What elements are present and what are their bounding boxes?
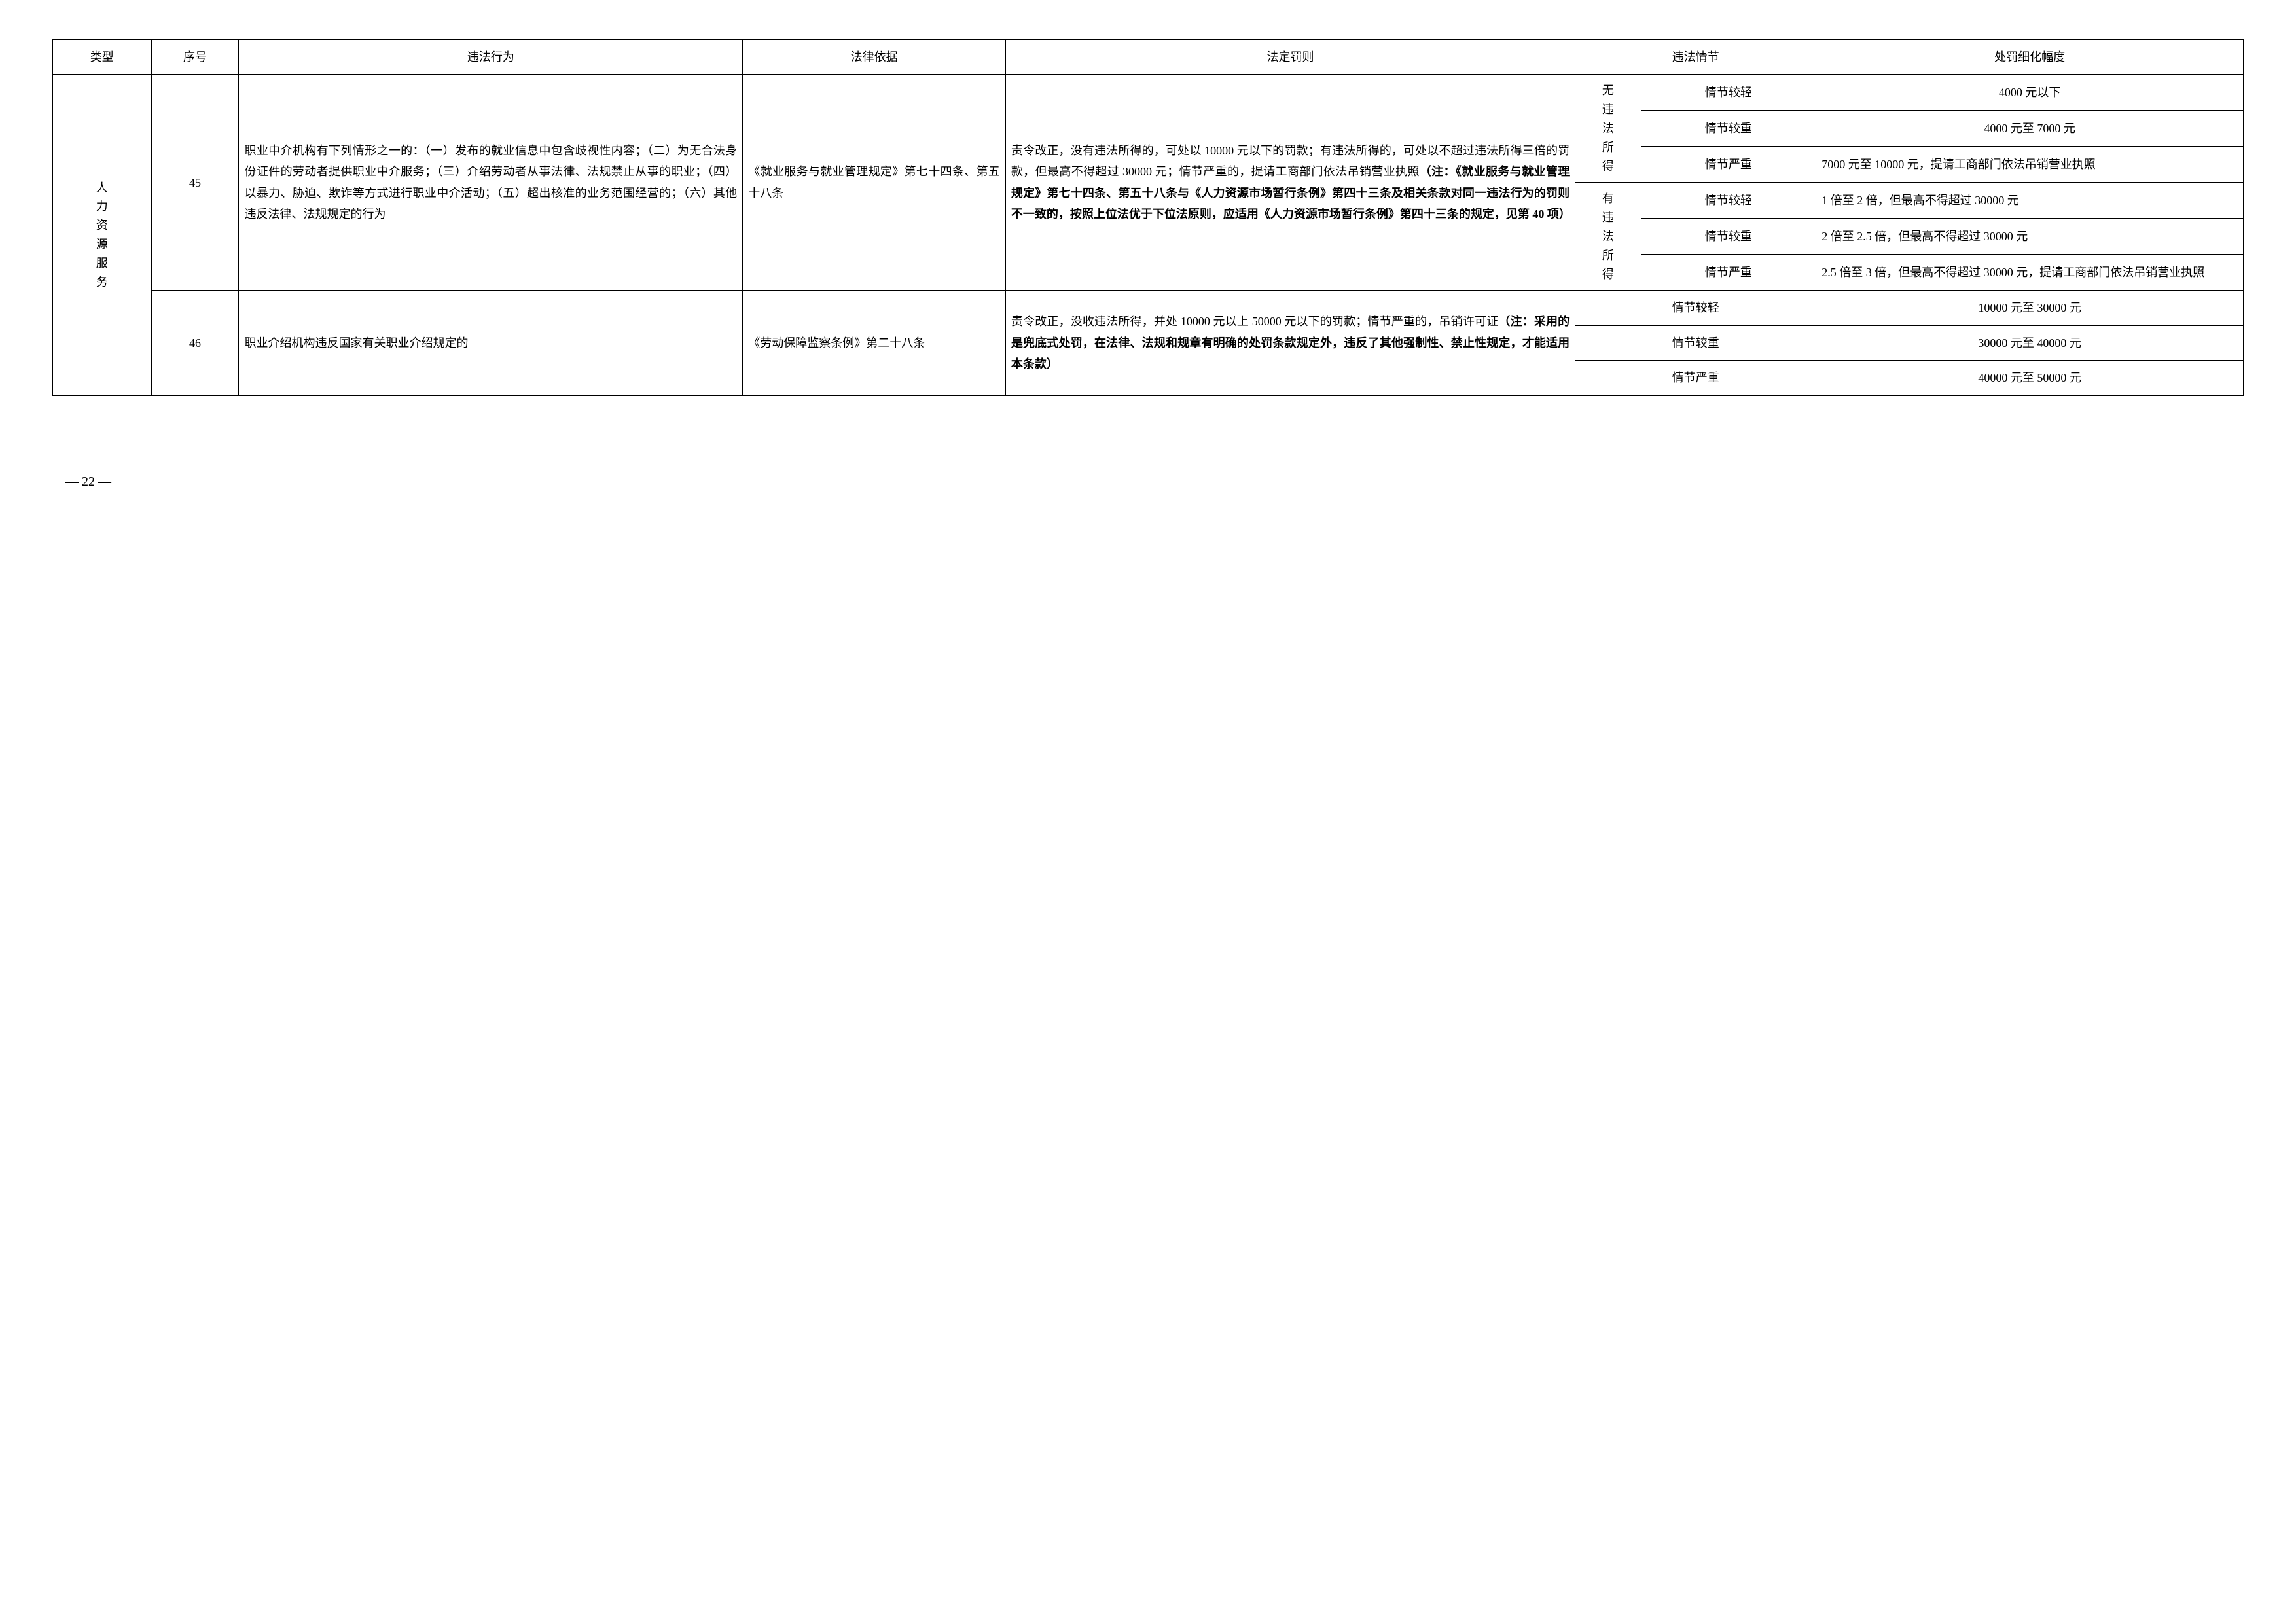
- circ-level-cell: 情节较轻: [1641, 75, 1816, 111]
- header-row: 类型 序号 违法行为 法律依据 法定罚则 违法情节 处罚细化幅度: [53, 40, 2244, 75]
- circ-level-cell: 情节较轻: [1641, 183, 1816, 219]
- range-cell: 4000 元至 7000 元: [1816, 111, 2244, 147]
- seq-cell: 46: [151, 291, 239, 395]
- range-cell: 1 倍至 2 倍，但最高不得超过 30000 元: [1816, 183, 2244, 219]
- circ-level-cell: 情节严重: [1641, 147, 1816, 183]
- page-number: — 22 —: [52, 475, 2244, 490]
- header-seq: 序号: [151, 40, 239, 75]
- basis-cell: 《就业服务与就业管理规定》第七十四条、第五十八条: [743, 75, 1006, 291]
- header-penalty: 法定罚则: [1005, 40, 1575, 75]
- penalty-cell: 责令改正，没有违法所得的，可处以 10000 元以下的罚款；有违法所得的，可处以…: [1005, 75, 1575, 291]
- circ-level-cell: 情节较重: [1575, 325, 1816, 360]
- table-row: 46 职业介绍机构违反国家有关职业介绍规定的 《劳动保障监察条例》第二十八条 责…: [53, 291, 2244, 325]
- header-basis: 法律依据: [743, 40, 1006, 75]
- category-cell: 人力资源服务: [53, 75, 152, 395]
- range-cell: 30000 元至 40000 元: [1816, 325, 2244, 360]
- circ-level-cell: 情节严重: [1641, 255, 1816, 291]
- range-cell: 7000 元至 10000 元，提请工商部门依法吊销营业执照: [1816, 147, 2244, 183]
- circ-group-cell: 无违法所得: [1575, 75, 1641, 183]
- basis-cell: 《劳动保障监察条例》第二十八条: [743, 291, 1006, 395]
- circ-level-cell: 情节较轻: [1575, 291, 1816, 325]
- range-cell: 2 倍至 2.5 倍，但最高不得超过 30000 元: [1816, 219, 2244, 255]
- header-violation: 违法行为: [239, 40, 743, 75]
- header-range: 处罚细化幅度: [1816, 40, 2244, 75]
- range-cell: 2.5 倍至 3 倍，但最高不得超过 30000 元，提请工商部门依法吊销营业执…: [1816, 255, 2244, 291]
- penalty-table: 类型 序号 违法行为 法律依据 法定罚则 违法情节 处罚细化幅度 人力资源服务 …: [52, 39, 2244, 396]
- penalty-plain: 责令改正，没收违法所得，并处 10000 元以上 50000 元以下的罚款；情节…: [1011, 315, 1498, 328]
- range-cell: 4000 元以下: [1816, 75, 2244, 111]
- table-row: 人力资源服务 45 职业中介机构有下列情形之一的：（一）发布的就业信息中包含歧视…: [53, 75, 2244, 111]
- violation-cell: 职业中介机构有下列情形之一的：（一）发布的就业信息中包含歧视性内容；（二）为无合…: [239, 75, 743, 291]
- seq-cell: 45: [151, 75, 239, 291]
- circ-level-cell: 情节较重: [1641, 219, 1816, 255]
- range-cell: 10000 元至 30000 元: [1816, 291, 2244, 325]
- header-type: 类型: [53, 40, 152, 75]
- header-circumstance: 违法情节: [1575, 40, 1816, 75]
- violation-cell: 职业介绍机构违反国家有关职业介绍规定的: [239, 291, 743, 395]
- circ-level-cell: 情节严重: [1575, 361, 1816, 395]
- penalty-cell: 责令改正，没收违法所得，并处 10000 元以上 50000 元以下的罚款；情节…: [1005, 291, 1575, 395]
- range-cell: 40000 元至 50000 元: [1816, 361, 2244, 395]
- circ-level-cell: 情节较重: [1641, 111, 1816, 147]
- circ-group-cell: 有违法所得: [1575, 183, 1641, 291]
